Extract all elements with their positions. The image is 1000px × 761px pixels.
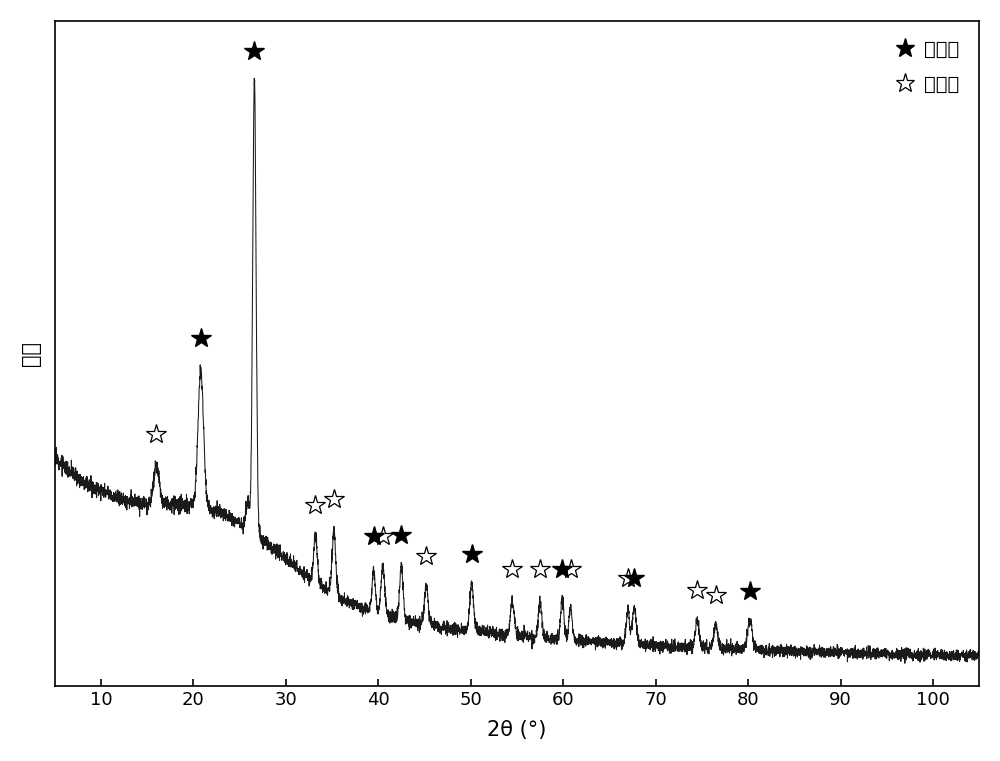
Legend: 石英石, 莫来石: 石英石, 莫来石 bbox=[886, 30, 969, 103]
Y-axis label: 强度: 强度 bbox=[21, 341, 41, 366]
X-axis label: 2θ (°): 2θ (°) bbox=[487, 720, 547, 740]
